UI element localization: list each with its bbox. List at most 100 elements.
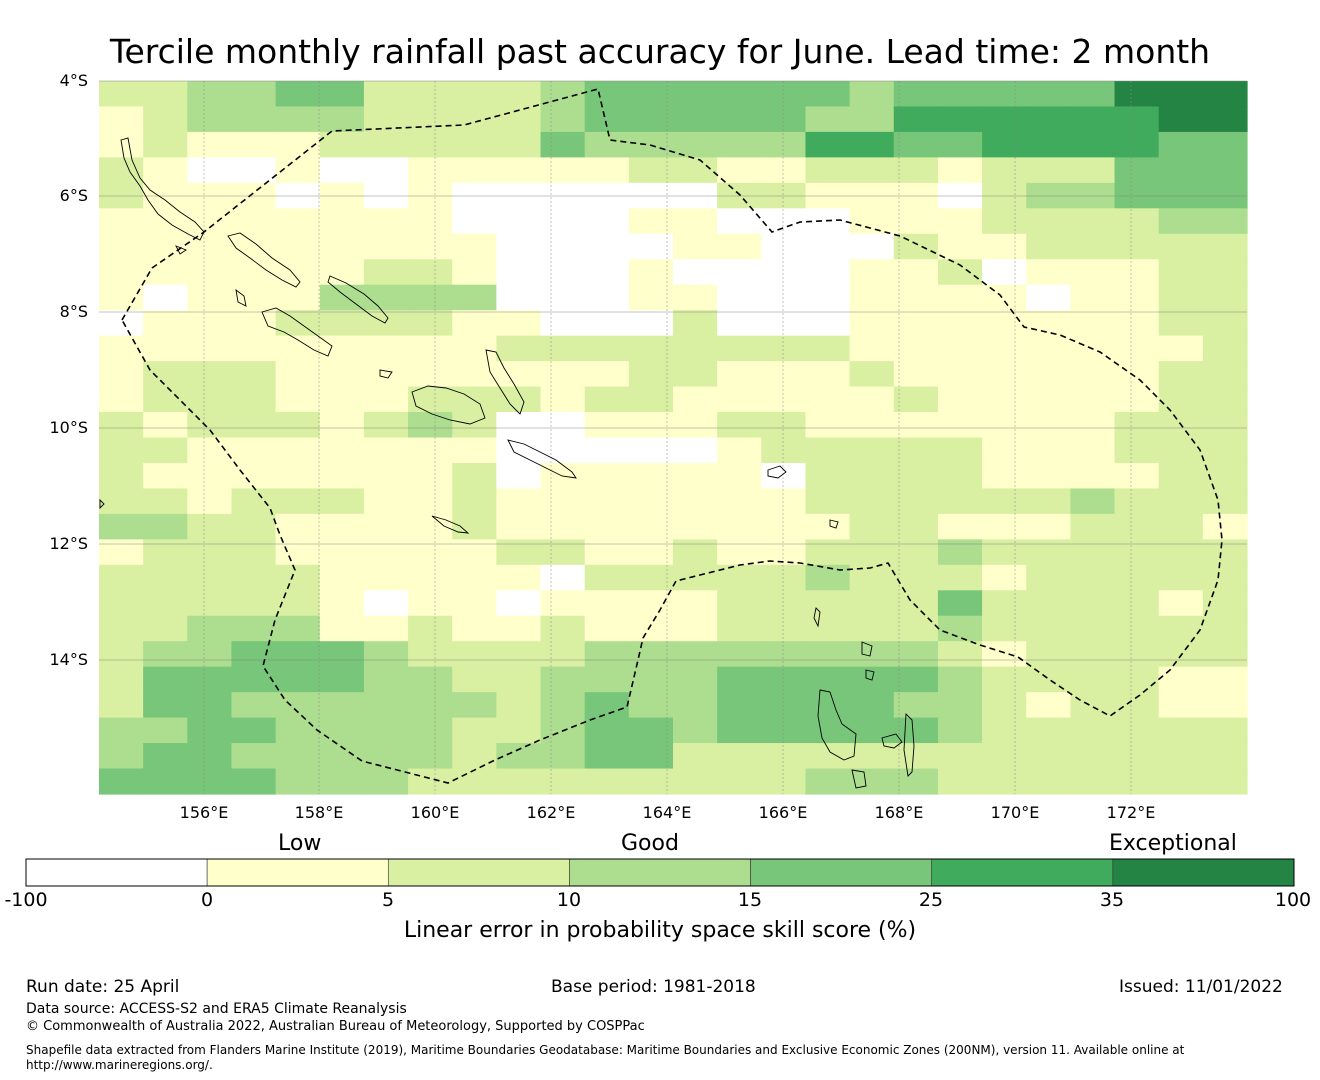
grid-cell [761, 259, 807, 286]
grid-cell [584, 361, 630, 388]
island-new-georgia [261, 307, 333, 357]
grid-cell [982, 590, 1027, 617]
grid-cell [1070, 564, 1116, 591]
grid-cell [805, 437, 851, 464]
grid-cell [319, 412, 365, 439]
lon-label-168e: 168°E [874, 803, 924, 822]
grid-cell [805, 106, 851, 133]
lon-label-156e: 156°E [179, 803, 229, 822]
grid-cell [319, 717, 365, 744]
grid-cell [1114, 412, 1160, 439]
grid-cell [673, 259, 718, 286]
grid-cell [1158, 106, 1204, 133]
grid-cell [628, 437, 674, 464]
grid-cell [893, 717, 939, 744]
grid-cell [937, 590, 983, 617]
grid-cell [982, 310, 1027, 337]
grid-cell [408, 412, 453, 439]
grid-cell [99, 386, 144, 413]
grid-cell [1202, 743, 1248, 770]
grid-cell [540, 106, 586, 133]
grid-cell [805, 412, 851, 439]
grid-cell [143, 131, 188, 158]
grid-cell [363, 157, 409, 184]
grid-cell [893, 488, 939, 515]
grid-cell [452, 361, 497, 388]
grid-cell [540, 157, 586, 184]
island-bougainville [120, 137, 205, 241]
grid-cell [319, 131, 365, 158]
grid-cell [849, 615, 895, 642]
grid-cell [805, 641, 851, 668]
grid-cell [496, 437, 542, 464]
grid-cell [319, 157, 365, 184]
grid-cell [1114, 513, 1160, 540]
grid-cell [982, 157, 1027, 184]
grid-cell [761, 590, 807, 617]
grid-cell [1114, 284, 1160, 311]
grid-cell [937, 157, 983, 184]
lat-label-8s: 8°S [59, 302, 88, 321]
grid-cell [849, 462, 895, 490]
grid-cell [319, 335, 365, 362]
grid-cell [1026, 564, 1071, 591]
grid-cell [452, 539, 497, 566]
grid-cell [805, 615, 851, 642]
grid-cell [99, 208, 144, 235]
grid-cell [231, 564, 277, 591]
grid-cell [143, 539, 188, 566]
grid-cell [231, 768, 277, 795]
grid-cell [540, 233, 586, 260]
grid-cell [143, 437, 188, 464]
grid-cell [673, 437, 718, 464]
grid-cell [628, 412, 674, 439]
colorbar-tick: 25 [918, 889, 944, 911]
grid-cell [231, 462, 277, 490]
grid-cell [540, 615, 586, 642]
grid-cell [982, 717, 1027, 744]
grid-cell [1202, 335, 1248, 362]
grid-cell [673, 488, 718, 515]
grid-cell [1202, 361, 1248, 388]
grid-cell [982, 259, 1027, 286]
grid-cell [1114, 310, 1160, 337]
grid-cell [1026, 335, 1071, 362]
grid-cell [761, 437, 807, 464]
grid-cell [275, 208, 321, 235]
grid-cell [187, 259, 233, 286]
grid-cell [584, 513, 630, 540]
grid-cell [673, 564, 718, 591]
grid-cell [99, 564, 144, 591]
grid-cell [319, 284, 365, 311]
grid-cell [408, 81, 453, 108]
grid-cell [1158, 157, 1204, 184]
grid-cell [363, 692, 409, 719]
grid-cell [937, 386, 983, 413]
grid-cell [1202, 106, 1248, 133]
grid-cell [1158, 564, 1204, 591]
grid-cell [1070, 768, 1116, 795]
lon-label-166e: 166°E [758, 803, 808, 822]
island-makira [507, 439, 577, 479]
grid-cell [408, 590, 453, 617]
grid-cell [231, 692, 277, 719]
grid-cell [363, 131, 409, 158]
grid-cell [1070, 386, 1116, 413]
grid-cell [937, 259, 983, 286]
grid-cell [275, 564, 321, 591]
grid-cell [496, 564, 542, 591]
grid-cell [99, 641, 144, 668]
grid-cell [1202, 310, 1248, 337]
grid-cell [99, 412, 144, 439]
grid-cell [1026, 81, 1071, 108]
grid-cell [99, 743, 144, 770]
grid-cell [584, 131, 630, 158]
colorbar-tick: 0 [200, 889, 214, 911]
grid-cell [1026, 259, 1071, 286]
grid-cell [628, 361, 674, 388]
grid-cell [1070, 717, 1116, 744]
base-period: Base period: 1981-2018 [551, 977, 756, 997]
grid-cell [187, 81, 233, 108]
grid-cell [1026, 361, 1071, 388]
grid-cell [187, 539, 233, 566]
